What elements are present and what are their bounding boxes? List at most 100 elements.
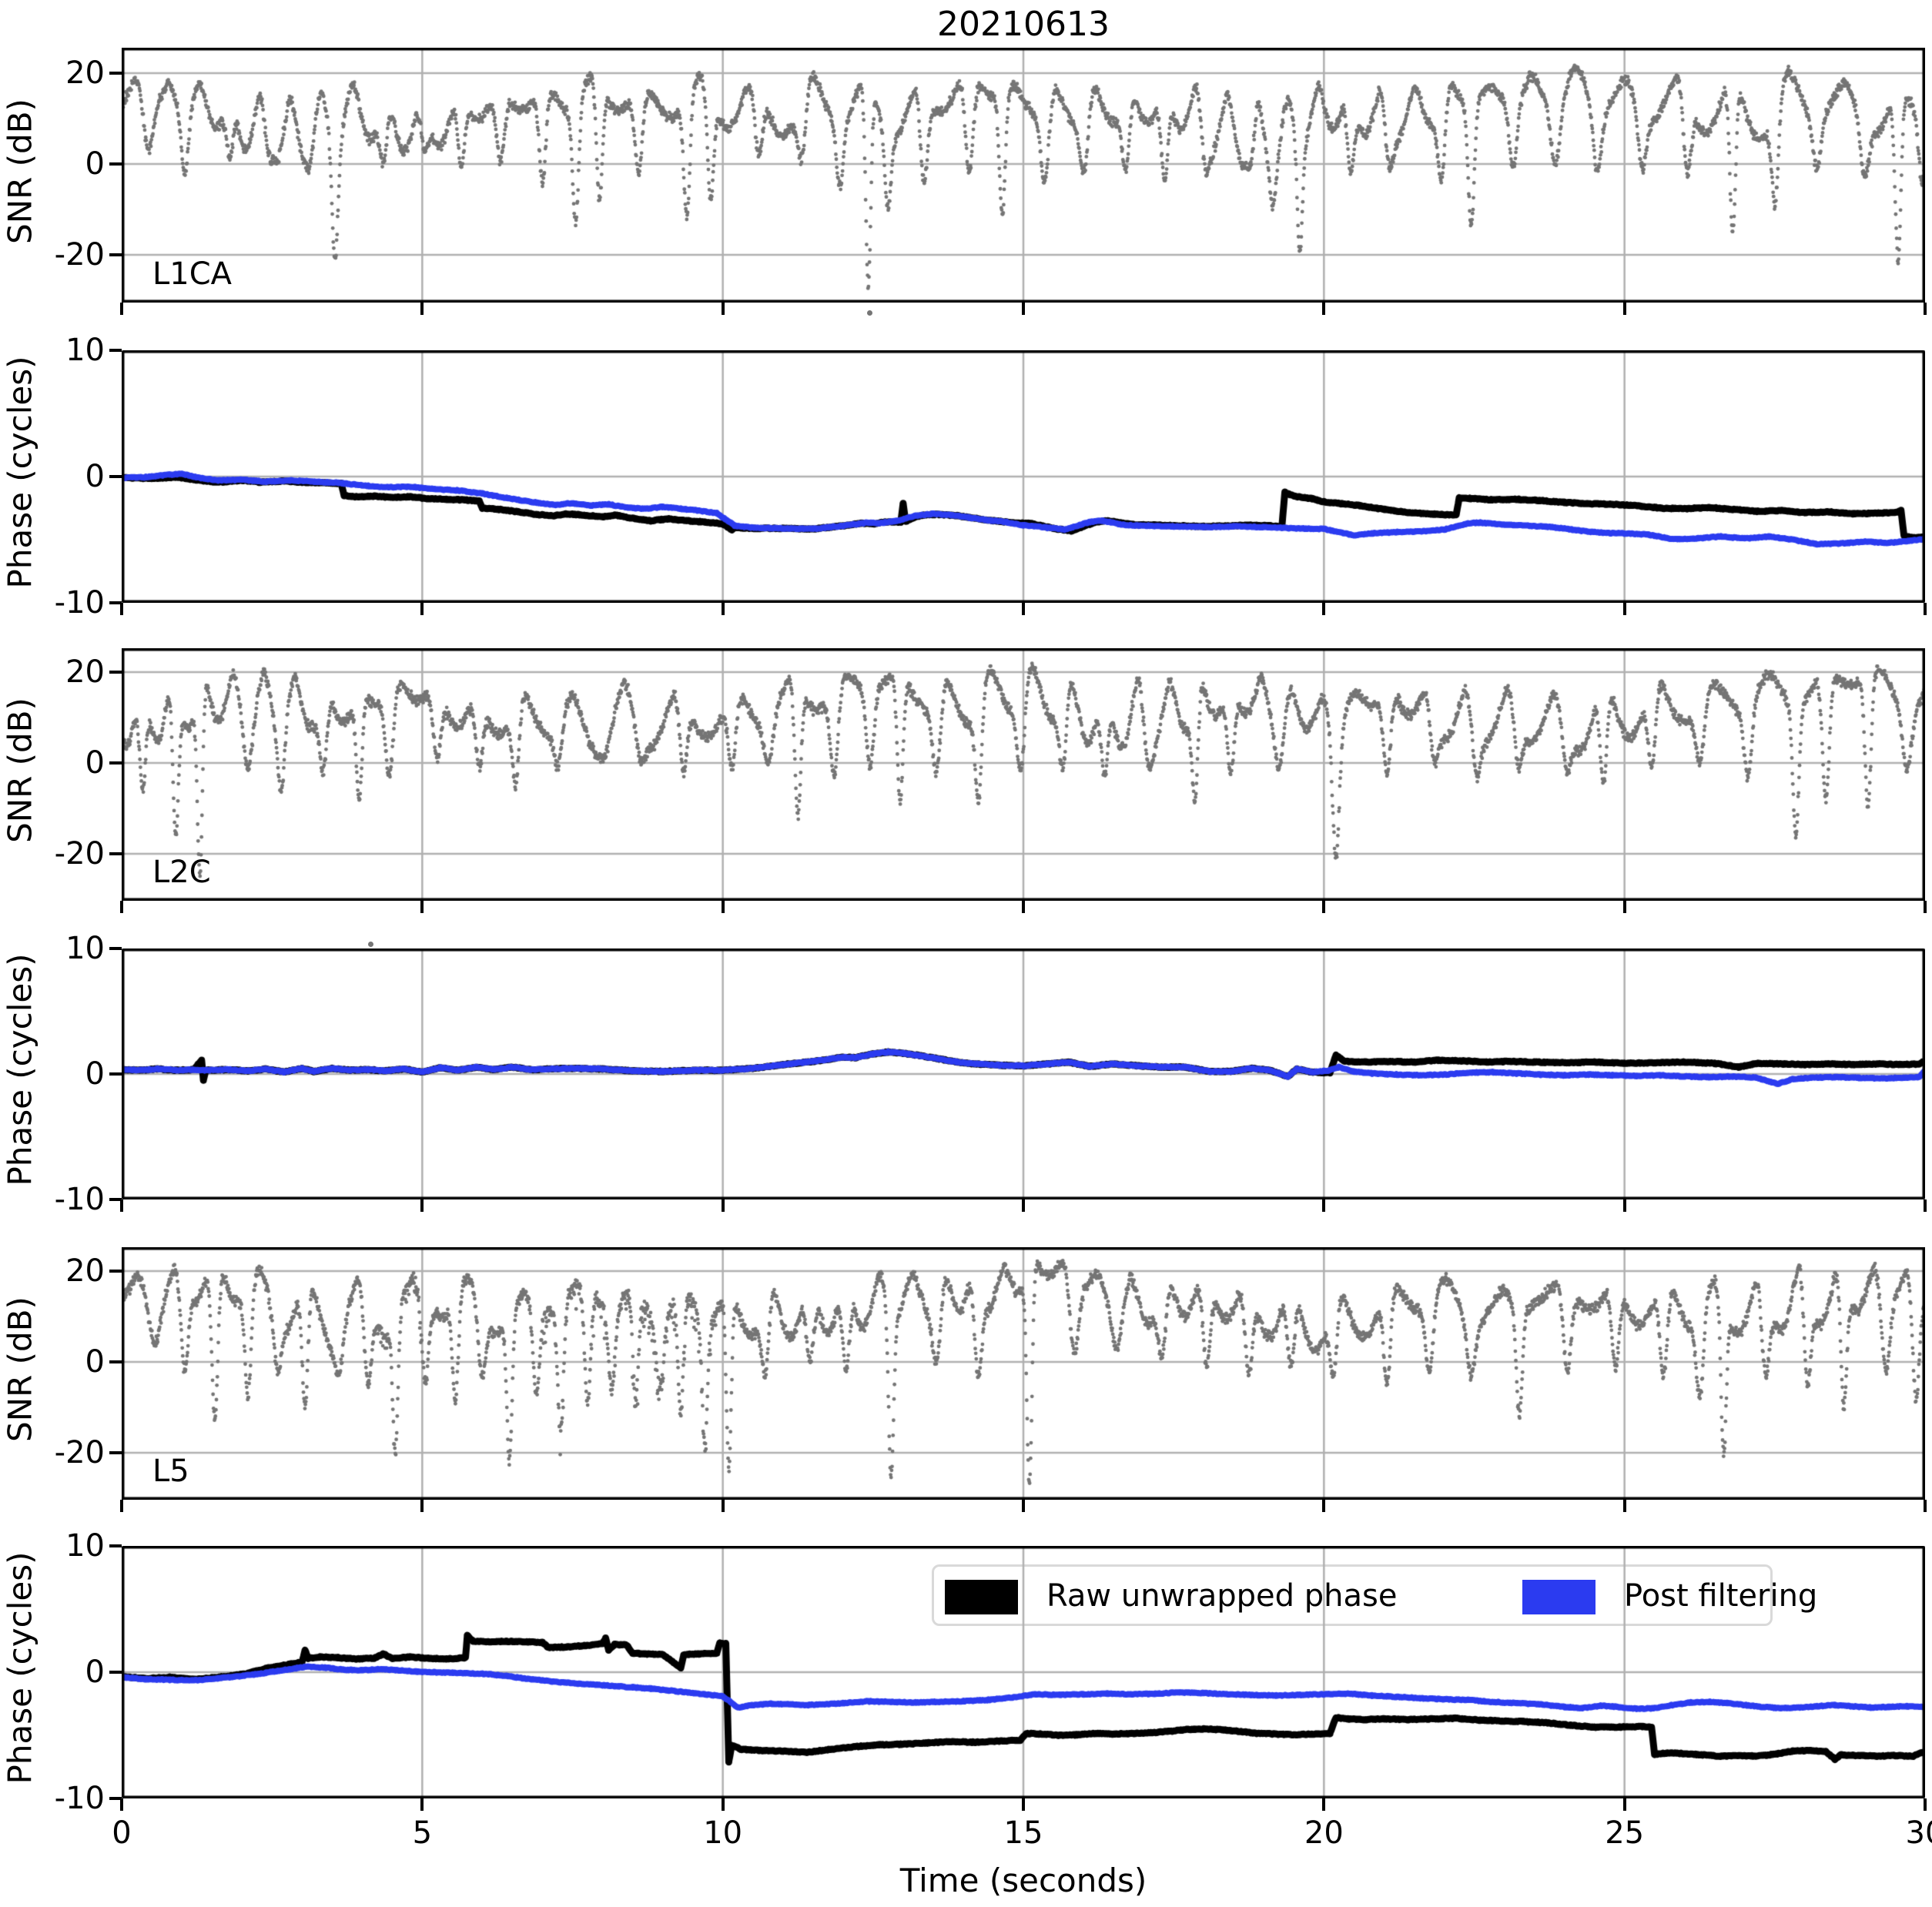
x-tick-mark bbox=[120, 901, 123, 913]
y-tick-mark bbox=[109, 1797, 122, 1800]
phase-panel-5-canvas bbox=[122, 1546, 1925, 1798]
y-tick-mark bbox=[109, 1198, 122, 1201]
y-tick-label: 0 bbox=[85, 744, 105, 781]
x-tick-mark bbox=[1924, 603, 1927, 615]
x-tick-mark bbox=[120, 603, 123, 615]
x-tick-mark bbox=[420, 1199, 424, 1212]
y-tick-mark bbox=[109, 851, 122, 855]
y-tick-label: -10 bbox=[54, 1182, 105, 1217]
x-tick-mark bbox=[1622, 1199, 1626, 1212]
x-tick-mark bbox=[1022, 1199, 1025, 1212]
x-tick-mark bbox=[1322, 1500, 1326, 1512]
x-tick-mark bbox=[120, 303, 123, 315]
y-tick-mark bbox=[109, 1072, 122, 1076]
y-tick-label: -10 bbox=[54, 1781, 105, 1816]
y-tick-label: 0 bbox=[85, 1343, 105, 1380]
y-tick-label: 10 bbox=[65, 931, 105, 966]
x-tick-label: 5 bbox=[412, 1815, 433, 1851]
phase-panel-1-canvas bbox=[122, 350, 1925, 603]
x-tick-mark bbox=[420, 1798, 424, 1811]
y-tick-mark bbox=[109, 349, 122, 352]
x-tick-mark bbox=[721, 1199, 725, 1212]
x-tick-mark bbox=[1022, 1500, 1025, 1512]
y-tick-mark bbox=[109, 1360, 122, 1363]
panel-label-l5: L5 bbox=[152, 1454, 189, 1489]
x-tick-mark bbox=[721, 603, 725, 615]
x-tick-mark bbox=[1022, 901, 1025, 913]
x-tick-mark bbox=[1622, 1500, 1626, 1512]
x-tick-mark bbox=[1322, 1199, 1326, 1212]
x-tick-mark bbox=[1924, 1798, 1927, 1811]
snr-panel-L5-canvas bbox=[122, 1247, 1925, 1500]
x-tick-mark bbox=[1322, 1798, 1326, 1811]
x-tick-mark bbox=[1322, 901, 1326, 913]
x-tick-mark bbox=[1022, 1798, 1025, 1811]
y-tick-mark bbox=[109, 253, 122, 257]
x-tick-mark bbox=[1924, 1199, 1927, 1212]
x-tick-mark bbox=[420, 901, 424, 913]
x-tick-label: 20 bbox=[1304, 1815, 1344, 1851]
x-tick-mark bbox=[1322, 303, 1326, 315]
x-tick-mark bbox=[721, 901, 725, 913]
x-axis-label: Time (seconds) bbox=[899, 1862, 1147, 1899]
y-tick-mark bbox=[109, 475, 122, 478]
y-tick-mark bbox=[109, 162, 122, 166]
y-tick-mark bbox=[109, 1269, 122, 1273]
x-tick-mark bbox=[420, 303, 424, 315]
y-tick-label: 10 bbox=[65, 333, 105, 368]
x-tick-mark bbox=[120, 1798, 123, 1811]
y-tick-label: -20 bbox=[54, 1434, 105, 1470]
x-tick-mark bbox=[1022, 303, 1025, 315]
x-tick-label: 0 bbox=[112, 1815, 132, 1851]
x-tick-mark bbox=[120, 1199, 123, 1212]
x-tick-mark bbox=[721, 1500, 725, 1512]
stray-data-point bbox=[368, 941, 374, 947]
x-tick-mark bbox=[420, 603, 424, 615]
y-tick-label: -10 bbox=[54, 585, 105, 621]
y-axis-label: Phase (cycles) bbox=[1, 1551, 39, 1785]
x-tick-mark bbox=[120, 1500, 123, 1512]
x-tick-mark bbox=[1022, 603, 1025, 615]
x-tick-mark bbox=[1322, 603, 1326, 615]
y-tick-label: 20 bbox=[65, 55, 105, 92]
x-tick-mark bbox=[1622, 901, 1626, 913]
x-tick-mark bbox=[1924, 1500, 1927, 1512]
y-tick-label: 0 bbox=[85, 459, 105, 494]
y-tick-label: -20 bbox=[54, 835, 105, 872]
phase-panel-3-canvas bbox=[122, 948, 1925, 1199]
y-tick-mark bbox=[109, 72, 122, 75]
x-tick-label: 30 bbox=[1905, 1815, 1932, 1851]
x-tick-label: 25 bbox=[1605, 1815, 1645, 1851]
y-tick-mark bbox=[109, 1671, 122, 1674]
y-tick-mark bbox=[109, 761, 122, 764]
x-tick-mark bbox=[1622, 603, 1626, 615]
x-tick-label: 10 bbox=[703, 1815, 743, 1851]
x-tick-mark bbox=[721, 1798, 725, 1811]
x-tick-mark bbox=[1924, 901, 1927, 913]
y-tick-label: 20 bbox=[65, 654, 105, 690]
panel-label-l1ca: L1CA bbox=[152, 256, 233, 292]
y-tick-mark bbox=[109, 1450, 122, 1454]
x-tick-mark bbox=[1924, 303, 1927, 315]
y-tick-label: -20 bbox=[54, 237, 105, 273]
y-tick-mark bbox=[109, 947, 122, 950]
y-tick-label: 0 bbox=[85, 146, 105, 182]
panel-label-l2c: L2C bbox=[152, 855, 211, 890]
x-tick-mark bbox=[1622, 303, 1626, 315]
x-tick-mark bbox=[420, 1500, 424, 1512]
figure-title: 20210613 bbox=[937, 5, 1110, 44]
snr-panel-L1CA-canvas bbox=[122, 48, 1925, 303]
y-tick-label: 0 bbox=[85, 1056, 105, 1092]
y-tick-label: 0 bbox=[85, 1654, 105, 1690]
y-tick-mark bbox=[109, 670, 122, 674]
x-tick-label: 15 bbox=[1003, 1815, 1043, 1851]
y-tick-label: 20 bbox=[65, 1253, 105, 1289]
x-tick-mark bbox=[721, 303, 725, 315]
y-tick-mark bbox=[109, 601, 122, 604]
x-tick-mark bbox=[1622, 1798, 1626, 1811]
y-tick-mark bbox=[109, 1544, 122, 1547]
y-tick-label: 10 bbox=[65, 1528, 105, 1564]
snr-panel-L2C-canvas bbox=[122, 648, 1925, 901]
stray-data-point bbox=[867, 310, 873, 316]
